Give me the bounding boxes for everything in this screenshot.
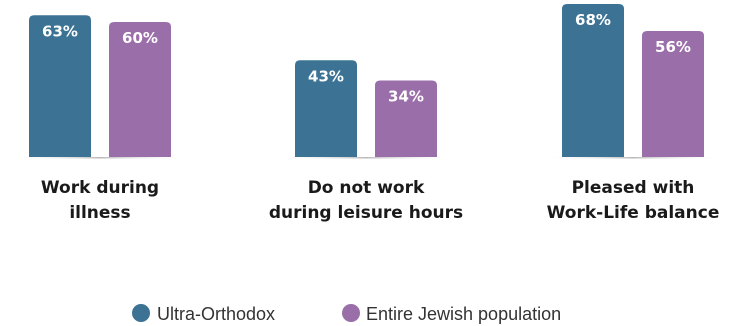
bar-entire-jewish-1 (109, 22, 171, 157)
category-label-line: Pleased with (572, 178, 695, 198)
bars (29, 4, 704, 157)
bar-value-label: 63% (42, 22, 78, 40)
legend-label-1: Ultra-Orthodox (157, 304, 275, 324)
legend: Ultra-Orthodox Entire Jewish population (132, 304, 561, 324)
bar-ultra-orthodox-3 (562, 4, 624, 157)
legend-label-2: Entire Jewish population (366, 304, 561, 324)
legend-marker-1 (132, 304, 150, 322)
baseline-group-2 (276, 157, 456, 159)
bar-ultra-orthodox-2 (295, 60, 357, 157)
bar-value-label: 56% (655, 38, 691, 56)
category-label-line: during leisure hours (269, 203, 463, 223)
bar-ultra-orthodox-1 (29, 15, 91, 157)
bar-value-labels: 63% 60% 43% 34% 68% 56% (42, 11, 691, 106)
category-label-line: illness (69, 203, 130, 223)
bar-value-label: 43% (308, 67, 344, 85)
bar-value-label: 60% (122, 29, 158, 47)
baselines (10, 157, 723, 159)
legend-marker-2 (342, 304, 360, 322)
bar-entire-jewish-2 (375, 80, 437, 157)
baseline-group-3 (543, 157, 723, 159)
category-label-line: Work during (41, 178, 159, 198)
category-label-line: Do not work (308, 178, 425, 198)
category-label-line: Work-Life balance (547, 203, 720, 223)
bar-value-label: 68% (575, 11, 611, 29)
baseline-group-1 (10, 157, 190, 159)
category-labels: Work during illness Do not work during leis… (41, 178, 719, 223)
bar-value-label: 34% (388, 88, 424, 106)
bar-entire-jewish-3 (642, 31, 704, 157)
